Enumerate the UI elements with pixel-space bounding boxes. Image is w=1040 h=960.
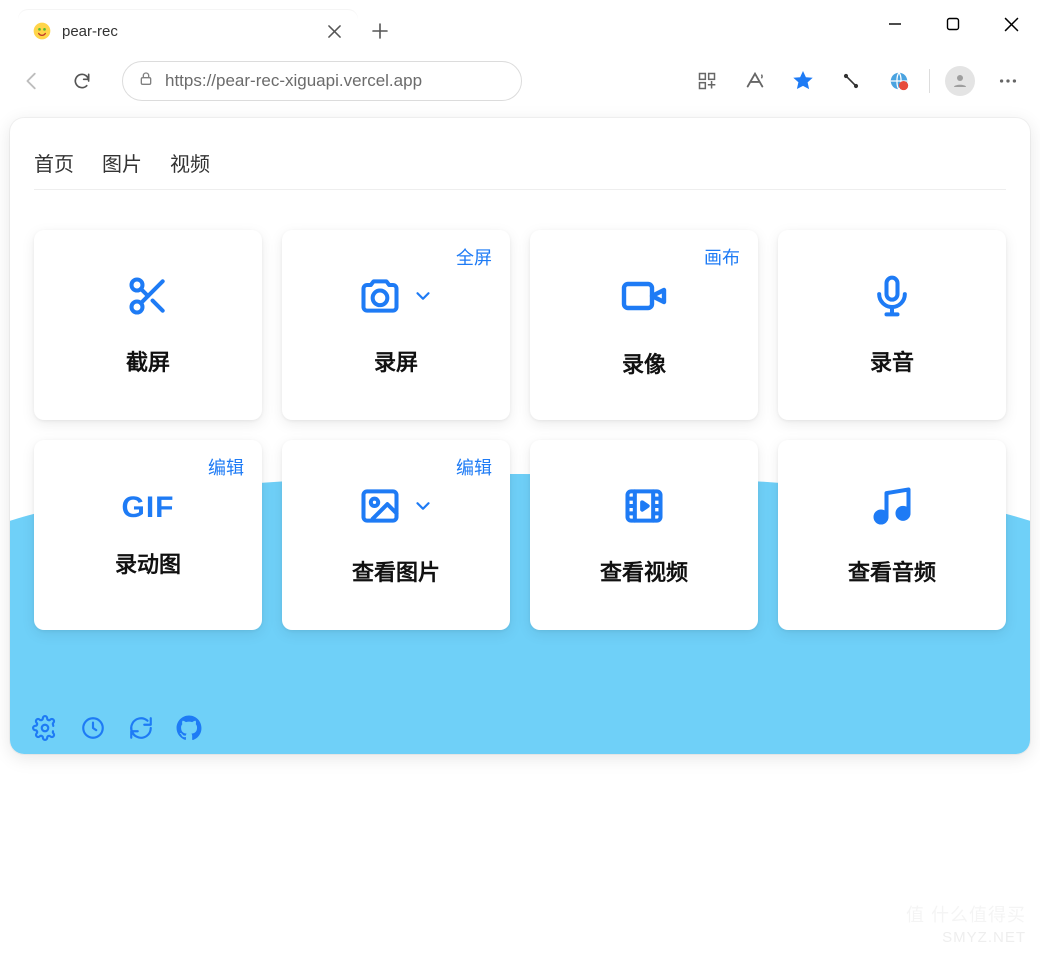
nav-bar: https://pear-rec-xiguapi.vercel.app xyxy=(0,52,1040,110)
card-label: 录动图 xyxy=(115,547,181,579)
refresh-icon[interactable] xyxy=(128,715,154,741)
more-menu-icon[interactable] xyxy=(986,61,1030,101)
camera-icon xyxy=(358,274,402,323)
watermark-cn: 值 什么值得买 xyxy=(906,901,1026,927)
card-view-audio[interactable]: 查看音频 xyxy=(778,440,1006,630)
favorite-star-icon[interactable] xyxy=(781,61,825,101)
card-label: 查看音频 xyxy=(848,555,936,587)
card-badge[interactable]: 全屏 xyxy=(456,244,492,270)
title-bar: pear-rec xyxy=(0,0,1040,52)
profile-avatar[interactable] xyxy=(938,61,982,101)
extension-icon-2[interactable] xyxy=(877,61,921,101)
card-view-image[interactable]: 编辑 查看图片 xyxy=(282,440,510,630)
close-window-button[interactable] xyxy=(982,0,1040,48)
app-nav: 首页 图片 视频 xyxy=(34,148,1006,190)
card-record-audio[interactable]: 录音 xyxy=(778,230,1006,420)
card-label: 录像 xyxy=(622,347,666,379)
card-badge[interactable]: 编辑 xyxy=(456,454,492,480)
card-label: 查看图片 xyxy=(352,555,440,587)
refresh-button[interactable] xyxy=(60,61,104,101)
favicon-icon xyxy=(32,21,52,41)
card-record-gif[interactable]: 编辑 GIF 录动图 xyxy=(34,440,262,630)
address-bar[interactable]: https://pear-rec-xiguapi.vercel.app xyxy=(122,61,522,101)
card-grid: 截屏 全屏 录屏 画布 录像 录音 xyxy=(34,230,1006,630)
app-viewport: 首页 图片 视频 截屏 全屏 录屏 画布 xyxy=(0,110,1040,754)
card-badge[interactable]: 编辑 xyxy=(208,454,244,480)
gif-icon: GIF xyxy=(122,491,175,525)
film-icon xyxy=(622,484,666,533)
app-launcher-icon[interactable] xyxy=(685,61,729,101)
mic-icon xyxy=(870,274,914,323)
scissors-icon xyxy=(126,274,170,323)
window-controls xyxy=(866,0,1040,48)
read-aloud-icon[interactable] xyxy=(733,61,777,101)
card-label: 录音 xyxy=(870,345,914,377)
nav-image[interactable]: 图片 xyxy=(102,148,142,177)
card-badge[interactable]: 画布 xyxy=(704,244,740,270)
app-window: 首页 图片 视频 截屏 全屏 录屏 画布 xyxy=(10,118,1030,754)
extension-icon-1[interactable] xyxy=(829,61,873,101)
card-label: 截屏 xyxy=(126,345,170,377)
app-footer xyxy=(10,702,1030,754)
card-view-video[interactable]: 查看视频 xyxy=(530,440,758,630)
toolbar-separator xyxy=(929,69,930,93)
card-record-screen[interactable]: 全屏 录屏 xyxy=(282,230,510,420)
chevron-down-icon[interactable] xyxy=(412,495,434,522)
new-tab-button[interactable] xyxy=(358,10,402,52)
maximize-button[interactable] xyxy=(924,0,982,48)
card-record-video[interactable]: 画布 录像 xyxy=(530,230,758,420)
settings-icon[interactable] xyxy=(32,715,58,741)
nav-home[interactable]: 首页 xyxy=(34,148,74,177)
browser-tab[interactable]: pear-rec xyxy=(18,10,358,52)
toolbar-right xyxy=(685,61,1030,101)
url-text: https://pear-rec-xiguapi.vercel.app xyxy=(165,71,422,91)
music-icon xyxy=(870,484,914,533)
chevron-down-icon[interactable] xyxy=(412,285,434,312)
watermark: 值 什么值得买 SMYZ.NET xyxy=(906,901,1026,946)
video-icon xyxy=(620,272,668,325)
tab-title: pear-rec xyxy=(62,23,314,40)
github-icon[interactable] xyxy=(176,715,202,741)
back-button[interactable] xyxy=(10,61,54,101)
watermark-en: SMYZ.NET xyxy=(942,929,1026,946)
nav-video[interactable]: 视频 xyxy=(170,148,210,177)
card-screenshot[interactable]: 截屏 xyxy=(34,230,262,420)
history-icon[interactable] xyxy=(80,715,106,741)
minimize-button[interactable] xyxy=(866,0,924,48)
close-tab-icon[interactable] xyxy=(324,21,344,41)
browser-chrome: pear-rec https://pear-rec-xiguapi.vercel… xyxy=(0,0,1040,110)
card-label: 录屏 xyxy=(374,345,418,377)
card-label: 查看视频 xyxy=(600,555,688,587)
lock-icon xyxy=(137,71,155,92)
image-icon xyxy=(358,484,402,533)
